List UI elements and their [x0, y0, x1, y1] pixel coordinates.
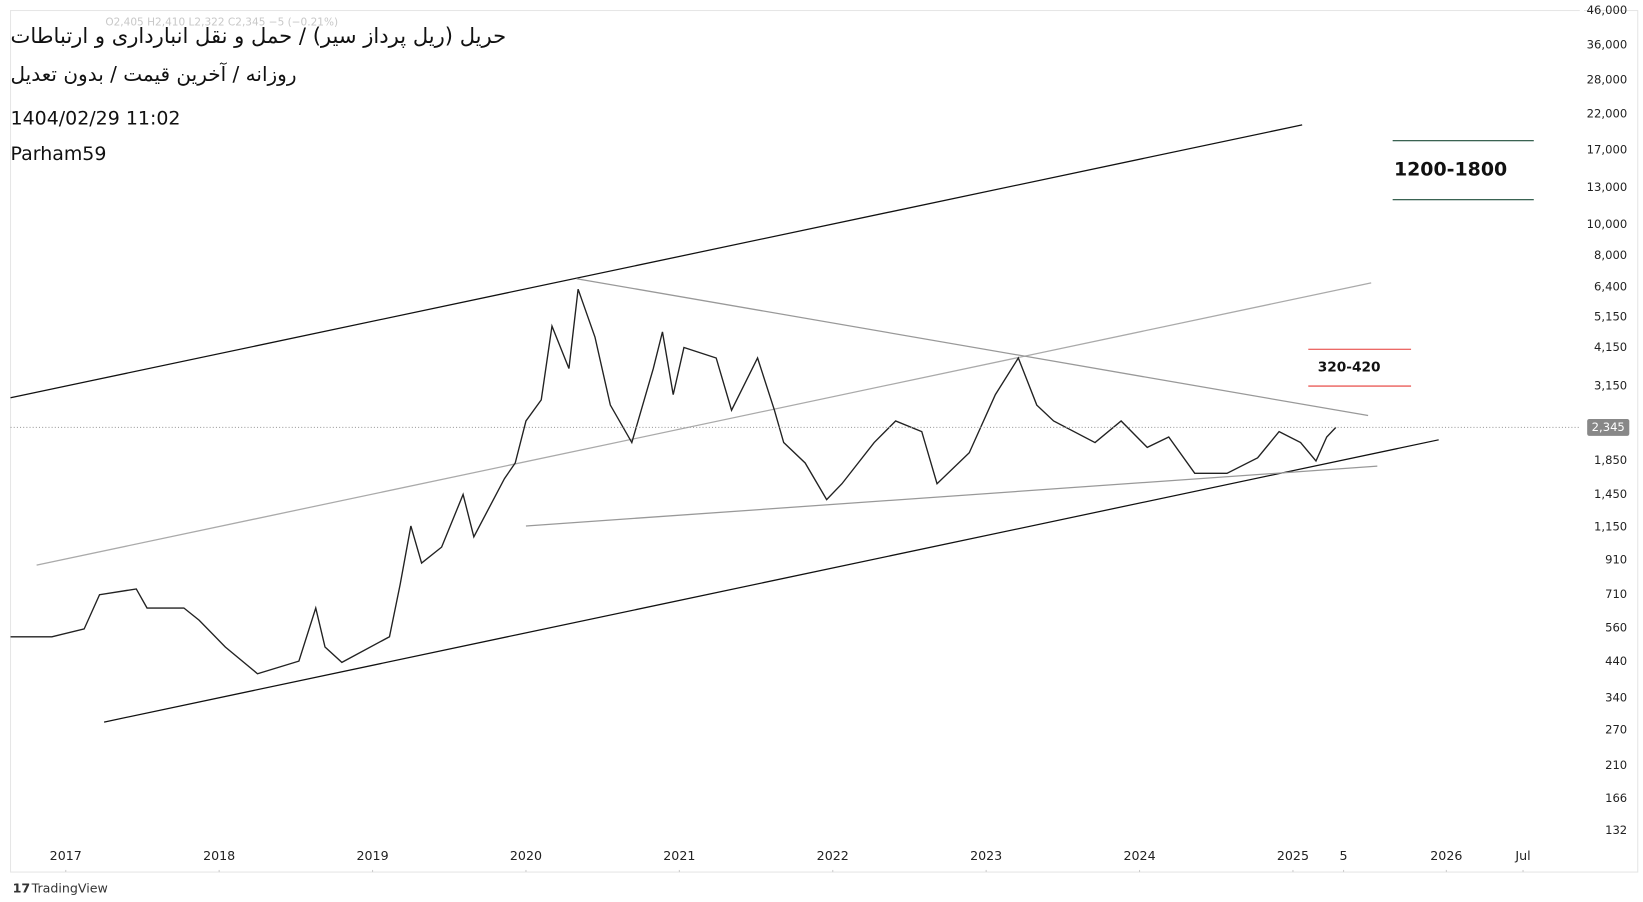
x-tick-label: 2026: [1430, 848, 1462, 863]
y-tick-label: 17,000: [1587, 142, 1628, 156]
x-tick-label: 2019: [356, 848, 388, 863]
y-tick-label: 46,000: [1587, 3, 1628, 17]
subtitle: روزانه / آخرین قیمت / بدون تعدیل: [10, 63, 297, 87]
y-tick-label: 36,000: [1587, 37, 1628, 51]
x-tick-label: Jul: [1514, 848, 1530, 863]
y-tick-label: 1,450: [1594, 487, 1627, 501]
y-tick-label: 910: [1605, 552, 1627, 566]
y-tick-label: 132: [1605, 823, 1627, 837]
x-tick-label: 2018: [203, 848, 235, 863]
y-tick-label: 166: [1605, 791, 1627, 805]
price-line: [10, 288, 1337, 675]
last-price-label: 2,345: [1592, 420, 1625, 434]
y-tick-label: 1,850: [1594, 453, 1627, 467]
x-tick-label: 2024: [1123, 848, 1155, 863]
y-tick-label: 270: [1605, 723, 1627, 737]
y-tick-label: 6,400: [1594, 279, 1627, 293]
trendline: [103, 439, 1439, 723]
brand-logo: 17: [13, 880, 31, 895]
date: 1404/02/29 11:02: [10, 107, 181, 130]
zone-label: 1200-1800: [1394, 159, 1507, 181]
y-tick-label: 10,000: [1587, 217, 1628, 231]
x-tick-label: 2022: [817, 848, 849, 863]
y-tick-label: 5,150: [1594, 310, 1627, 324]
ohlc: O2,405 H2,410 L2,322 C2,345 −5 (−0.21%): [105, 16, 339, 29]
y-tick-label: 13,000: [1587, 180, 1628, 194]
y-tick-label: 4,150: [1594, 340, 1627, 354]
x-tick-label: 2020: [510, 848, 542, 863]
y-tick-label: 1,150: [1594, 520, 1627, 534]
x-tick-label: 2025: [1277, 848, 1309, 863]
zone-label: 320-420: [1318, 360, 1381, 376]
trendline: [576, 278, 1369, 417]
y-tick-label: 28,000: [1587, 73, 1628, 87]
trendline: [525, 465, 1378, 527]
y-tick-label: 8,000: [1594, 248, 1627, 262]
author: Parham59: [10, 143, 107, 166]
trendline: [10, 124, 1303, 399]
frame: [10, 10, 1639, 873]
last-price-box: [1587, 418, 1630, 436]
x-tick-label: 2021: [663, 848, 695, 863]
trendline: [36, 282, 1372, 566]
y-tick-label: 440: [1605, 654, 1627, 668]
y-tick-label: 210: [1605, 758, 1627, 772]
y-tick-label: 22,000: [1587, 106, 1628, 120]
plot: 46,000 36,000 28,000 22,000 17,000 13,000 10,0…: [10, 3, 1630, 873]
brand: TradingView: [31, 880, 108, 895]
x-tick-label: 5: [1340, 848, 1348, 863]
x-tick-label: 2017: [50, 848, 82, 863]
title: حریل (ریل پرداز سیر) / حمل و نقل انباردا…: [10, 23, 507, 49]
y-tick-label: 3,150: [1594, 379, 1627, 393]
y-tick-label: 340: [1605, 690, 1627, 704]
x-tick-label: 2023: [970, 848, 1002, 863]
y-tick-label: 560: [1605, 620, 1627, 634]
y-tick-label: 710: [1605, 587, 1627, 601]
